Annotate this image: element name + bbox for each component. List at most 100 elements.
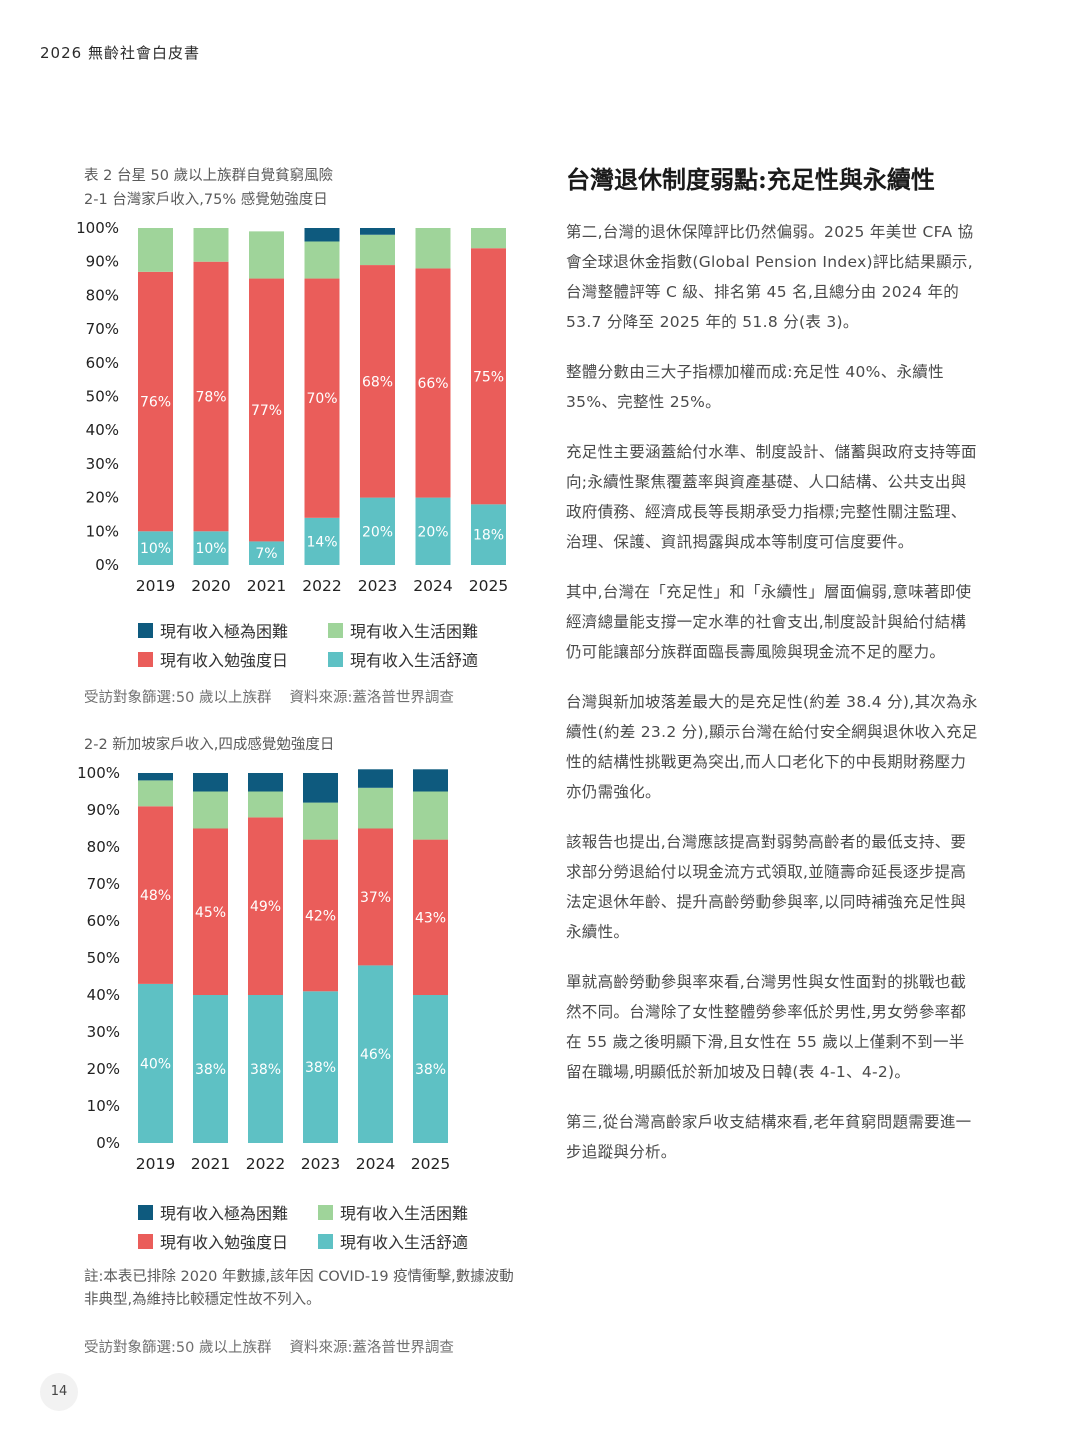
bar-segment [138,531,173,565]
bar-segment [413,995,448,1143]
article-paragraph: 整體分數由三大子指標加權而成:充足性 40%、永續性 35%、完整性 25%。 [566,363,944,411]
legend-label: 現有收入生活舒適 [340,1233,469,1252]
data-label: 68% [362,374,393,390]
y-tick-label: 10% [86,522,119,540]
bar-segment [249,231,284,279]
taiwan-stacked-bar-chart: 0% 10% 20% 30% 40% 50% 60% 70% 80% 90% 100% 2019 10%… [76,219,508,595]
x-tick-label: 2024 [413,577,452,595]
data-label: 76% [140,395,171,411]
bar-segment [415,228,451,269]
chart2-source-line: 受訪對象篩選:50 歲以上族群 資料來源:蓋洛普世界調查 [84,1336,454,1357]
data-label: 38% [305,1060,336,1076]
bar-segment [193,228,229,262]
chart1-source: 資料來源:蓋洛普世界調查 [289,690,454,706]
bar-segment [138,806,173,984]
y-tick-label: 60% [86,354,119,372]
data-label: 78% [195,390,226,406]
legend-swatch [318,1233,333,1249]
y-tick-label: 70% [86,320,119,338]
legend-swatch [138,622,153,638]
x-tick-label: 2022 [302,577,341,595]
data-label: 66% [417,376,448,392]
bar-segment [358,787,393,829]
data-label: 10% [195,541,226,557]
bar-segment [248,995,283,1143]
y-tick-label: 0% [95,556,119,574]
bar-segment [358,769,393,788]
bar-segment [138,780,173,807]
legend-label: 現有收入生活舒適 [350,651,479,670]
data-label: 70% [306,391,337,407]
legend-item: 現有收入生活困難 [318,1200,468,1224]
chart2-note: 註:本表已排除 2020 年數據,該年因 COVID-19 疫情衝擊,數據波動非… [84,1269,514,1308]
legend-item: 現有收入極為困難 [138,1200,288,1224]
data-label: 38% [250,1062,281,1078]
data-label: 20% [362,524,393,540]
legend-label: 現有收入生活困難 [350,622,479,641]
data-label: 38% [195,1062,226,1078]
bar-segment [249,541,284,565]
data-label: 48% [140,888,171,904]
legend-item: 現有收入生活舒適 [328,647,478,671]
chart2-source: 資料來源:蓋洛普世界調查 [289,1340,454,1356]
y-tick-label: 90% [87,801,120,819]
bar-segment [413,769,448,792]
article-paragraph: 其中,台灣在「充足性」和「永續性」層面偏弱,意味著即使經濟總量能支撐一定水準的社… [566,583,972,661]
running-header: 2026 無齡社會白皮書 [40,44,200,62]
x-tick-label: 2023 [358,577,397,595]
legend-swatch [328,622,343,638]
data-label: 46% [360,1047,391,1063]
bar-segment [471,504,506,565]
data-label: 20% [417,524,448,540]
legend-swatch [138,1233,153,1249]
bar-segment [193,995,228,1143]
bar-segment [193,261,229,532]
y-tick-label: 50% [87,949,120,967]
y-tick-label: 10% [87,1097,120,1115]
chart1-source-line: 受訪對象篩選:50 歲以上族群 資料來源:蓋洛普世界調查 [84,686,454,707]
bar-segment [304,517,340,565]
legend-swatch [138,1204,153,1220]
y-tick-label: 50% [86,388,119,406]
article-column: 台灣退休制度弱點:充足性與永續性 第二,台灣的退休保障評比仍然偏弱。2025 年… [566,160,978,1187]
bar-segment [138,271,173,532]
data-label: 40% [140,1056,171,1072]
x-tick-label: 2020 [191,577,230,595]
y-tick-label: 70% [87,875,120,893]
bar-segment [413,791,448,840]
data-label: 77% [251,403,282,419]
bar-segment [193,531,229,565]
legend-label: 現有收入極為困難 [160,1204,289,1223]
data-label: 49% [250,899,281,915]
bar-segment [193,791,228,829]
chart2-subtitle: 2-2 新加坡家戶收入,四成感覺勉強度日 [84,737,335,753]
legend-swatch [138,651,153,667]
bar-segment [303,773,338,803]
bar-segment [304,278,340,518]
bar-segment [413,839,448,995]
x-tick-label: 2022 [246,1155,285,1173]
y-tick-label: 40% [86,421,119,439]
y-tick-label: 80% [86,286,119,304]
bar-segment [303,802,338,840]
data-label: 7% [255,546,277,562]
article-paragraph: 充足性主要涵蓋給付水準、制度設計、儲蓄與政府支持等面向;永續性聚焦覆蓋率與資產基… [566,443,977,551]
bar-segment [303,991,338,1143]
y-tick-label: 60% [87,912,120,930]
y-tick-label: 20% [87,1060,120,1078]
legend-item: 現有收入勉強度日 [138,647,288,671]
bar-segment [138,983,173,1143]
data-label: 14% [306,534,337,550]
y-tick-label: 100% [76,219,119,237]
bar-segment [248,791,283,818]
article-paragraph: 第三,從台灣高齡家戶收支結構來看,老年貧窮問題需要進一步追蹤與分析。 [566,1113,972,1161]
y-tick-label: 90% [86,253,119,271]
singapore-stacked-bar-chart: 0% 10% 20% 30% 40% 50% 60% 70% 80% 90% 100% 2019 40%… [77,764,450,1173]
y-tick-label: 30% [87,1023,120,1041]
bar-segment [415,268,451,498]
chart2-filter: 受訪對象篩選:50 歲以上族群 [84,1340,272,1356]
x-tick-label: 2024 [356,1155,395,1173]
y-tick-label: 100% [77,764,120,782]
x-tick-label: 2021 [247,577,286,595]
bar-segment [138,773,173,781]
